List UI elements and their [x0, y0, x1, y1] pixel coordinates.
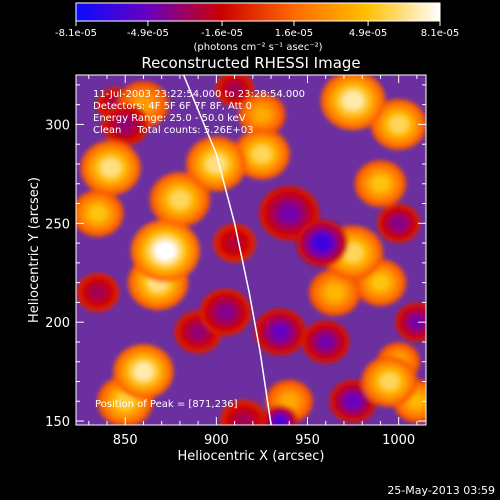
x-axis: 850 900 950 1000 [88, 75, 418, 448]
y-tick-label: 200 [45, 316, 70, 331]
heatmap-cell [154, 240, 177, 262]
x-tick-label: 900 [204, 433, 229, 448]
heatmap-cell [313, 235, 331, 251]
heatmap-cell [342, 91, 364, 111]
heatmap-cell [372, 176, 389, 192]
heatmap-cell [389, 116, 408, 133]
heatmap-cell [190, 325, 206, 340]
heatmap-cell [100, 159, 121, 177]
heatmap-cell [90, 286, 105, 299]
heatmap-cell [89, 205, 107, 222]
heatmap-cell [235, 414, 252, 425]
heatmap-cell [206, 155, 227, 173]
heatmap-cell [116, 392, 135, 410]
heatmap-cell [409, 394, 425, 409]
heatmap-cell [279, 204, 300, 223]
y-tick-label: 300 [45, 118, 70, 133]
heatmap [76, 75, 426, 425]
x-tick-label: 1000 [382, 433, 415, 448]
heatmap-cell [133, 362, 154, 381]
timestamp: 25-May-2013 03:59 [387, 484, 495, 497]
colorbar [75, 2, 441, 22]
heatmap-cell [117, 117, 133, 132]
colorbar-tick-label: 1.6e-05 [275, 28, 313, 39]
colorbar-tick-label: 8.1e-05 [421, 28, 459, 39]
heatmap-cell [254, 107, 270, 122]
heatmap-cell [281, 394, 298, 409]
x-axis-label: Heliocentric X (arcsec) [178, 449, 325, 464]
heatmap-cell [252, 145, 272, 163]
y-axis-label: Heliocentric Y (arcsec) [27, 177, 42, 323]
colorbar-tick-label: -1.6e-05 [201, 28, 243, 39]
x-tick-label: 950 [295, 433, 320, 448]
colorbar-tick-label: -8.1e-05 [55, 28, 97, 39]
heatmap-cell [274, 415, 286, 425]
colorbar-tick-label: -4.9e-05 [127, 28, 169, 39]
colorbar-ticks: -8.1e-05 -4.9e-05 -1.6e-05 1.6e-05 4.9e-05 8.… [55, 21, 459, 39]
heatmap-cell [271, 324, 289, 340]
solar-limb [182, 75, 272, 425]
annotation-line: Detectors: 4F 5F 6F 7F 8F, Att 0 [93, 101, 252, 112]
x-tick-label: 850 [113, 433, 138, 448]
chart-title: Reconstructed RHESSI Image [141, 54, 360, 72]
heatmap-cell [372, 274, 389, 291]
y-tick-label: 150 [45, 415, 70, 430]
peak-position-label: Position of Peak = [871,236] [95, 399, 238, 410]
annotation-line: Energy Range: 25.0 - 50.0 keV [93, 113, 246, 124]
annotation-line: Clean Total counts: 5.26E+03 [93, 125, 253, 136]
plot-area [76, 75, 426, 425]
heatmap-cell [391, 216, 406, 230]
heatmap-cell [217, 304, 234, 320]
heatmap-cell [318, 334, 334, 349]
heatmap-cell [345, 394, 361, 409]
annotation-block: 11-Jul-2003 23:22:54.000 to 23:28:54.000… [93, 89, 305, 136]
heatmap-cell [380, 373, 399, 390]
heatmap-cell [326, 284, 344, 301]
heatmap-cell [343, 244, 363, 262]
y-axis: 150 200 250 300 [45, 84, 426, 430]
y-tick-label: 250 [45, 217, 70, 232]
colorbar-tick-label: 4.9e-05 [349, 28, 387, 39]
colorbar-units: (photons cm⁻² s⁻¹ asec⁻²) [193, 42, 322, 53]
plot-frame [75, 74, 427, 426]
annotation-line: 11-Jul-2003 23:22:54.000 to 23:28:54.000 [93, 89, 305, 100]
heatmap-cell [409, 315, 424, 329]
heatmap-cell [228, 83, 241, 95]
heatmap-cell [170, 190, 190, 209]
